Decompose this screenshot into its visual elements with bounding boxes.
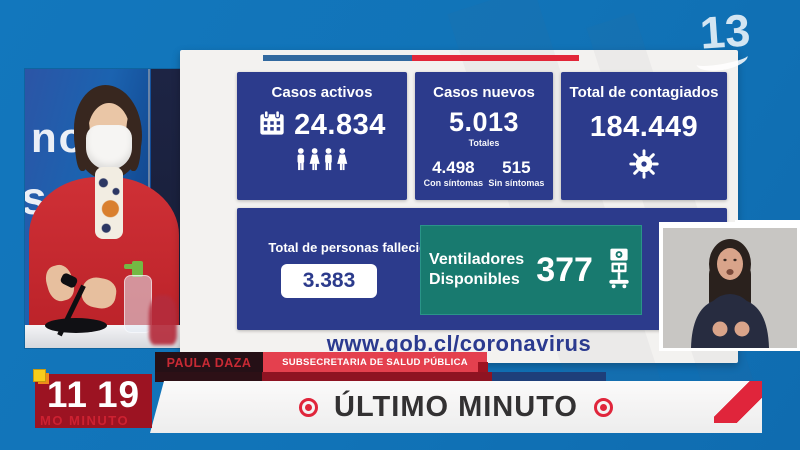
sanitizer-bottle bbox=[121, 261, 153, 333]
ventilators-value: 377 bbox=[536, 250, 593, 289]
lower-third-strip bbox=[262, 372, 492, 382]
role-tag-notch bbox=[478, 362, 488, 373]
people-icons bbox=[237, 148, 407, 176]
breakdown-value: 515 bbox=[502, 158, 531, 177]
gov-url-text: www.gob.cl/coronavirus bbox=[326, 331, 592, 356]
presenter-hair bbox=[75, 109, 90, 171]
speaker-name-tag: PAULA DAZA bbox=[155, 352, 263, 373]
record-dot-icon bbox=[299, 397, 319, 417]
government-stripe bbox=[263, 55, 579, 61]
card-title: Casos activos bbox=[271, 84, 373, 101]
banner-corner-ribbon bbox=[714, 381, 762, 423]
record-dot-icon bbox=[593, 397, 613, 417]
breakdown-sin-sintomas: 515 Sin síntomas bbox=[488, 158, 544, 188]
studio-video-frame: no s bbox=[25, 69, 182, 348]
deaths-value: 3.383 bbox=[302, 269, 356, 292]
ticker-text: MO MINUTO bbox=[40, 413, 130, 428]
headline-text: ÚLTIMO MINUTO bbox=[334, 390, 578, 423]
card-value: 5.013 bbox=[448, 107, 520, 137]
sanitizer-pump bbox=[132, 261, 143, 277]
card-value: 24.834 bbox=[294, 109, 386, 141]
clock-box: 11 19 MO MINUTO bbox=[35, 374, 152, 428]
sanitizer-body bbox=[124, 275, 152, 333]
presenter-scarf bbox=[95, 167, 123, 239]
calendar-icon bbox=[258, 109, 286, 142]
microphone-base bbox=[45, 318, 107, 333]
ventilators-label: Disponibles bbox=[429, 271, 520, 288]
interpreter-figure bbox=[691, 239, 769, 348]
ventilators-box: Ventiladores Disponibles 377 bbox=[420, 225, 642, 315]
deaths-value-box: 3.383 bbox=[281, 264, 377, 298]
lower-third-strip bbox=[155, 372, 262, 382]
deaths-label: Total de personas fallecidas bbox=[268, 240, 442, 255]
desk-red-object bbox=[149, 295, 177, 345]
ventilator-icon bbox=[605, 247, 633, 294]
stripe-red bbox=[411, 55, 579, 61]
clock-hour: 11 bbox=[46, 374, 88, 415]
card-casos-nuevos: Casos nuevos 5.013 Totales 4.498 Con sín… bbox=[415, 72, 553, 200]
layers-icon bbox=[33, 369, 51, 387]
card-title: Casos nuevos bbox=[433, 84, 535, 101]
virus-icon bbox=[561, 148, 727, 185]
breakdown-con-sintomas: 4.498 Con síntomas bbox=[424, 158, 484, 188]
card-fallecidas-ventiladores: Total de personas fallecidas 3.383 Venti… bbox=[237, 208, 727, 330]
clock-minute: 19 bbox=[96, 374, 141, 415]
card-value: 184.449 bbox=[589, 111, 699, 143]
stripe-blue bbox=[263, 55, 412, 61]
sign-interpreter-video bbox=[663, 228, 797, 348]
card-value-label: Totales bbox=[468, 138, 500, 148]
sanitizer-spout bbox=[124, 264, 134, 269]
card-casos-activos: Casos activos 24.834 bbox=[237, 72, 407, 200]
speaker-role-tag: SUBSECRETARIA DE SALUD PÚBLICA bbox=[263, 352, 487, 373]
breakdown-label: Sin síntomas bbox=[488, 178, 545, 188]
breakdown-value: 4.498 bbox=[432, 158, 475, 177]
card-total-contagiados: Total de contagiados 184.449 bbox=[561, 72, 727, 200]
ventilators-label: Ventiladores bbox=[429, 251, 525, 268]
card-title: Total de contagiados bbox=[569, 84, 719, 101]
covid-stats-panel: Casos activos 24.834 bbox=[180, 0, 764, 428]
presenter-face-mask bbox=[86, 125, 132, 170]
headline-banner: ÚLTIMO MINUTO bbox=[150, 381, 762, 433]
breakdown-label: Con síntomas bbox=[423, 178, 484, 188]
lower-third-strip bbox=[492, 372, 606, 382]
channel-13-logo: 13 bbox=[690, 4, 760, 75]
